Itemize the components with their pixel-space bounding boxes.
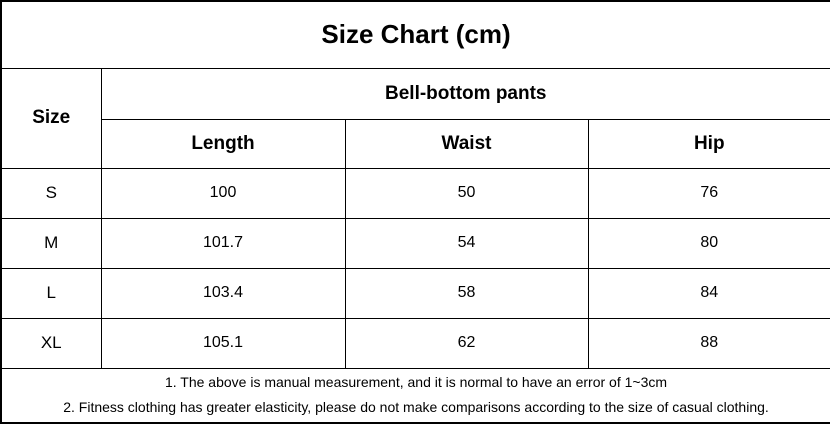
notes-row: 1. The above is manual measurement, and … xyxy=(0,367,830,424)
page-title: Size Chart (cm) xyxy=(0,0,830,69)
column-header-hip: Hip xyxy=(587,118,830,169)
group-header-row: Size Bell-bottom pants xyxy=(0,67,830,169)
size-chart-table: Size Chart (cm) Size Bell-bottom pants L… xyxy=(0,0,830,424)
length-value-xl: 105.1 xyxy=(100,317,346,369)
column-header-length: Length xyxy=(100,118,346,169)
hip-value-m: 80 xyxy=(587,217,830,269)
notes-cell: 1. The above is manual measurement, and … xyxy=(0,367,830,424)
table-row-m: M 101.7 54 80 xyxy=(0,217,830,269)
title-row: Size Chart (cm) xyxy=(0,0,830,69)
hip-value-l: 84 xyxy=(587,267,830,319)
table-row-l: L 103.4 58 84 xyxy=(0,267,830,319)
length-value-l: 103.4 xyxy=(100,267,346,319)
length-value-s: 100 xyxy=(100,167,346,219)
size-label-xl: XL xyxy=(0,317,102,369)
waist-value-l: 58 xyxy=(344,267,589,319)
column-header-waist: Waist xyxy=(344,118,589,169)
note-line-2: 2. Fitness clothing has greater elastici… xyxy=(63,399,769,416)
column-header-size: Size xyxy=(0,67,102,169)
table-row-s: S 100 50 76 xyxy=(0,167,830,219)
table-row-xl: XL 105.1 62 88 xyxy=(0,317,830,369)
column-header-row: Length Waist Hip xyxy=(1,118,830,169)
size-label-s: S xyxy=(0,167,102,219)
group-header-product: Bell-bottom pants xyxy=(100,67,830,120)
note-line-1: 1. The above is manual measurement, and … xyxy=(164,374,668,391)
waist-value-s: 50 xyxy=(344,167,589,219)
hip-value-s: 76 xyxy=(587,167,830,219)
hip-value-xl: 88 xyxy=(587,317,830,369)
size-label-l: L xyxy=(0,267,102,319)
waist-value-xl: 62 xyxy=(344,317,589,369)
length-value-m: 101.7 xyxy=(100,217,346,269)
size-label-m: M xyxy=(0,217,102,269)
waist-value-m: 54 xyxy=(344,217,589,269)
